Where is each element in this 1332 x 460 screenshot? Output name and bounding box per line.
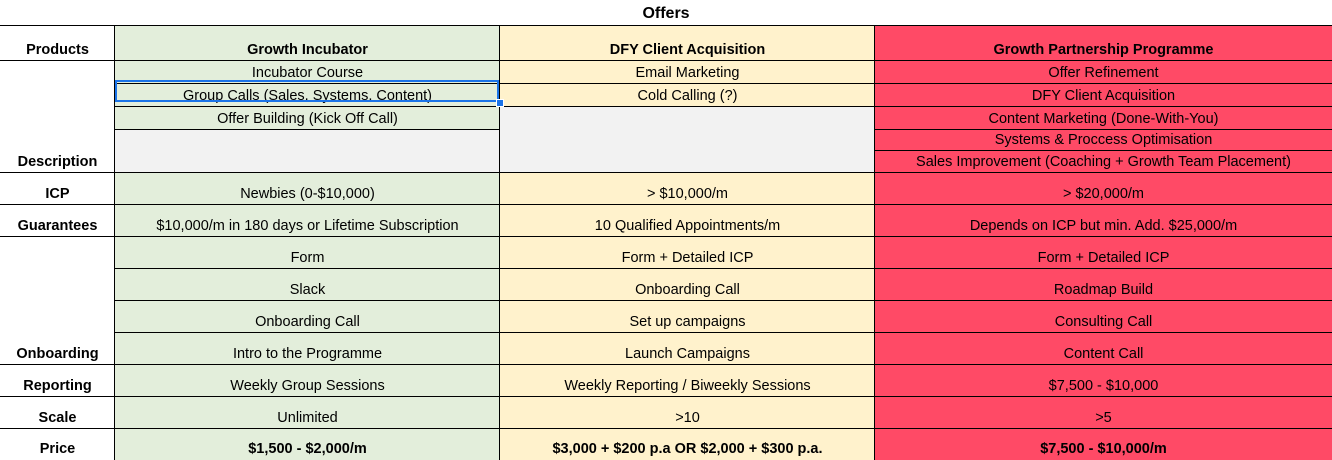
dfy-onboarding-2[interactable]: Onboarding Call [500, 269, 875, 301]
grid-line [0, 396, 1332, 397]
grid-line [0, 60, 1332, 61]
gi-price[interactable]: $1,500 - $2,000/m [115, 429, 500, 460]
grid-line [874, 25, 875, 460]
grid-line [875, 129, 1332, 130]
header-growth-partnership-programme[interactable]: Growth Partnership Programme [875, 26, 1332, 61]
dfy-icp[interactable]: > $10,000/m [500, 173, 875, 205]
gi-icp[interactable]: Newbies (0-$10,000) [115, 173, 500, 205]
gpp-onboarding-2[interactable]: Roadmap Build [875, 269, 1332, 301]
gpp-price[interactable]: $7,500 - $10,000/m [875, 429, 1332, 460]
gi-onboarding-2[interactable]: Slack [115, 269, 500, 301]
header-growth-incubator[interactable]: Growth Incubator [115, 26, 500, 61]
row-label-products[interactable]: Products [26, 42, 89, 58]
grid-line [0, 204, 1332, 205]
grid-line [115, 332, 1332, 333]
gi-onboarding-1[interactable]: Form [115, 237, 500, 269]
row-label-scale[interactable]: Scale [38, 410, 77, 426]
gi-onboarding-3[interactable]: Onboarding Call [115, 301, 500, 333]
grid-line [875, 150, 1332, 151]
gpp-onboarding-3[interactable]: Consulting Call [875, 301, 1332, 333]
grid-line [115, 300, 1332, 301]
dfy-reporting[interactable]: Weekly Reporting / Biweekly Sessions [500, 365, 875, 397]
gi-description-empty[interactable] [115, 130, 500, 173]
gi-scale[interactable]: Unlimited [115, 397, 500, 429]
gi-guarantees[interactable]: $10,000/m in 180 days or Lifetime Subscr… [115, 205, 500, 237]
gpp-description-2[interactable]: DFY Client Acquisition [875, 84, 1332, 107]
grid-line [114, 25, 115, 460]
grid-line [115, 83, 1332, 84]
gpp-scale[interactable]: >5 [875, 397, 1332, 429]
grid-line [115, 129, 500, 130]
dfy-price[interactable]: $3,000 + $200 p.a OR $2,000 + $300 p.a. [500, 429, 875, 460]
grid-line [0, 25, 1332, 26]
gpp-description-1[interactable]: Offer Refinement [875, 61, 1332, 84]
row-label-reporting[interactable]: Reporting [23, 378, 92, 394]
row-label-price[interactable]: Price [39, 441, 76, 457]
sheet-title: Offers [642, 5, 690, 22]
grid-line [0, 236, 1332, 237]
gpp-guarantees[interactable]: Depends on ICP but min. Add. $25,000/m [875, 205, 1332, 237]
gpp-onboarding-4[interactable]: Content Call [875, 333, 1332, 365]
grid-line [499, 25, 500, 460]
row-label-icp[interactable]: ICP [45, 186, 70, 202]
grid-line [0, 364, 1332, 365]
gi-reporting[interactable]: Weekly Group Sessions [115, 365, 500, 397]
grid-line [0, 172, 1332, 173]
grid-line [0, 428, 1332, 429]
dfy-scale[interactable]: >10 [500, 397, 875, 429]
row-label-description[interactable]: Description [17, 154, 98, 170]
dfy-onboarding-1[interactable]: Form + Detailed ICP [500, 237, 875, 269]
gi-description-1[interactable]: Incubator Course [115, 61, 500, 84]
gpp-description-4[interactable]: Systems & Proccess Optimisation [875, 130, 1332, 151]
cell-selection-outline [115, 80, 499, 102]
grid-line [115, 106, 1332, 107]
row-label-onboarding[interactable]: Onboarding [16, 346, 99, 362]
gi-onboarding-4[interactable]: Intro to the Programme [115, 333, 500, 365]
gpp-icp[interactable]: > $20,000/m [875, 173, 1332, 205]
dfy-description-empty[interactable] [500, 107, 875, 173]
gi-description-3[interactable]: Offer Building (Kick Off Call) [115, 107, 500, 130]
dfy-onboarding-4[interactable]: Launch Campaigns [500, 333, 875, 365]
grid-line [115, 268, 1332, 269]
row-label-guarantees[interactable]: Guarantees [17, 218, 98, 234]
gpp-description-5[interactable]: Sales Improvement (Coaching + Growth Tea… [875, 151, 1332, 173]
gpp-description-3[interactable]: Content Marketing (Done-With-You) [875, 107, 1332, 130]
dfy-guarantees[interactable]: 10 Qualified Appointments/m [500, 205, 875, 237]
gpp-reporting[interactable]: $7,500 - $10,000 [875, 365, 1332, 397]
dfy-description-1[interactable]: Email Marketing [500, 61, 875, 84]
dfy-description-2[interactable]: Cold Calling (?) [500, 84, 875, 107]
header-dfy-client-acquisition[interactable]: DFY Client Acquisition [500, 26, 875, 61]
dfy-onboarding-3[interactable]: Set up campaigns [500, 301, 875, 333]
gpp-onboarding-1[interactable]: Form + Detailed ICP [875, 237, 1332, 269]
fill-handle[interactable] [496, 99, 504, 107]
